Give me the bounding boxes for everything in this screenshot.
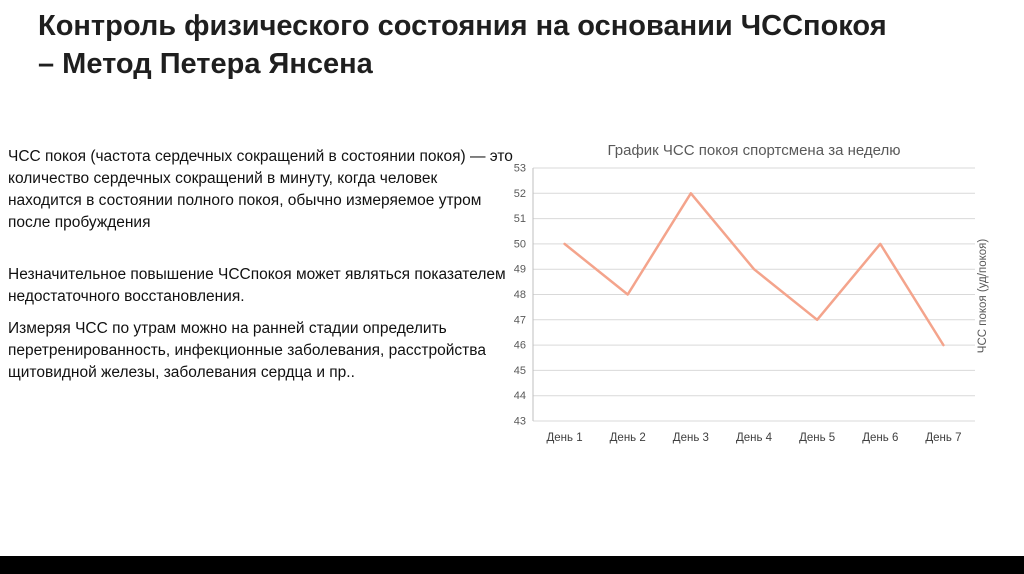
paragraph-resting-hr-definition: ЧСС покоя (частота сердечных сокращений … bbox=[8, 148, 513, 231]
x-tick-label: День 3 bbox=[673, 432, 709, 444]
y-tick-label: 49 bbox=[514, 264, 526, 276]
y-tick-label: 53 bbox=[514, 163, 526, 175]
x-tick-label: День 4 bbox=[736, 432, 773, 444]
resting-hr-line-chart: График ЧСС покоя спортсмена за неделю 43… bbox=[505, 138, 1000, 458]
x-tick-label: День 1 bbox=[547, 432, 583, 444]
y-tick-label: 45 bbox=[514, 365, 526, 377]
slide-title: Контроль физического состояния на основа… bbox=[38, 10, 887, 80]
x-tick-label: День 7 bbox=[925, 432, 961, 444]
y-tick-label: 50 bbox=[514, 238, 526, 250]
body-text-block: ЧСС покоя (частота сердечных сокращений … bbox=[8, 146, 513, 384]
x-tick-label: День 6 bbox=[862, 432, 898, 444]
y-tick-label: 43 bbox=[514, 416, 526, 428]
chart-canvas: 43 44 45 46 47 48 49 50 51 52 53 День 1 День 2 День 3… bbox=[514, 163, 975, 444]
paragraph-hr-increase-indicator: Незначительное повышение ЧССпокоя может … bbox=[8, 266, 506, 305]
y-tick-label: 47 bbox=[514, 314, 526, 326]
x-tick-label: День 5 bbox=[799, 432, 835, 444]
x-tick-label: День 2 bbox=[610, 432, 646, 444]
y-tick-label: 52 bbox=[514, 188, 526, 200]
y-tick-label: 44 bbox=[514, 390, 526, 402]
y-tick-label: 46 bbox=[514, 340, 526, 352]
y-tick-label: 51 bbox=[514, 213, 526, 225]
y-axis-right-label: ЧСС покоя (уд/покоя) bbox=[977, 238, 989, 354]
bottom-black-bar bbox=[0, 556, 1024, 574]
resting-hr-series-line bbox=[563, 192, 945, 347]
chart-title: График ЧСС покоя спортсмена за неделю bbox=[607, 142, 901, 159]
paragraph-morning-measurement: Измеряя ЧСС по утрам можно на ранней ста… bbox=[8, 320, 486, 381]
y-tick-label: 48 bbox=[514, 289, 526, 301]
